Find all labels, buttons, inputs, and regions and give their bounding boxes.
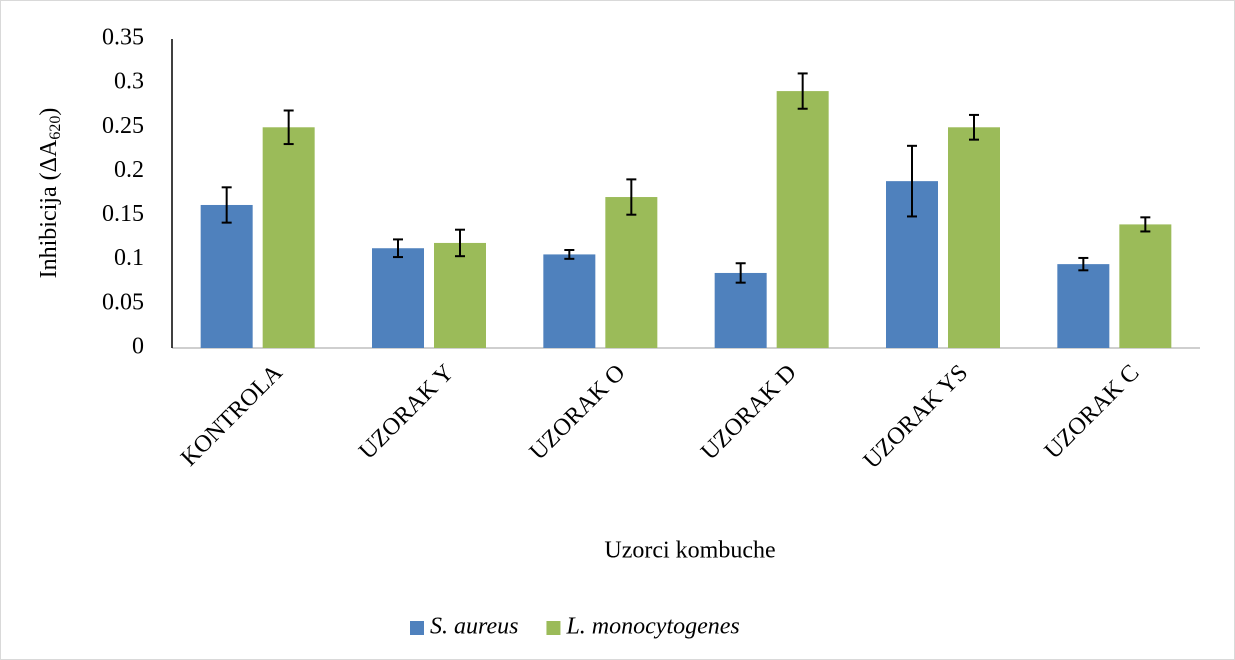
- y-tick-label: 0.15: [102, 201, 144, 227]
- bar: [1057, 264, 1110, 348]
- bar: [948, 127, 1000, 349]
- error-bar: [283, 109, 294, 146]
- error-bar: [626, 178, 637, 216]
- y-label-text: Inhibicija (ΔA: [36, 139, 62, 278]
- y-tick-label: 0.1: [114, 245, 144, 271]
- bar: [776, 91, 829, 349]
- y-tick-label: 0.35: [102, 25, 144, 51]
- error-bar: [907, 144, 917, 218]
- x-axis-label: Uzorci kombuche: [604, 538, 775, 564]
- error-bar: [393, 238, 403, 259]
- error-bar: [221, 186, 232, 224]
- bar: [372, 248, 424, 348]
- error-bar: [1078, 256, 1089, 272]
- bar: [262, 127, 315, 349]
- error-bar: [1140, 216, 1151, 233]
- legend-swatch: [410, 621, 424, 635]
- legend-label: S. aureus: [430, 614, 518, 640]
- y-tick-label: 0.3: [114, 69, 144, 95]
- y-tick-label: 0.05: [102, 289, 144, 315]
- error-bar: [455, 228, 465, 258]
- error-bar: [969, 113, 979, 141]
- y-tick-label: 0.2: [114, 157, 144, 183]
- error-bar: [735, 262, 746, 284]
- legend-swatch: [546, 621, 561, 635]
- y-axis-label: Inhibicija (ΔA620): [36, 108, 64, 279]
- y-tick-label: 0.25: [102, 113, 144, 139]
- error-bar: [797, 72, 808, 110]
- bar: [1119, 224, 1172, 348]
- bar: [714, 272, 767, 348]
- y-tick-label: 0: [132, 334, 144, 360]
- y-label-suffix: ): [36, 108, 62, 116]
- legend-label: L. monocytogenes: [565, 614, 739, 640]
- error-bar: [564, 249, 575, 260]
- bar: [200, 204, 253, 348]
- bar: [605, 197, 658, 348]
- y-label-subscript: 620: [47, 116, 64, 140]
- bar: [434, 242, 486, 348]
- bar: [543, 254, 596, 348]
